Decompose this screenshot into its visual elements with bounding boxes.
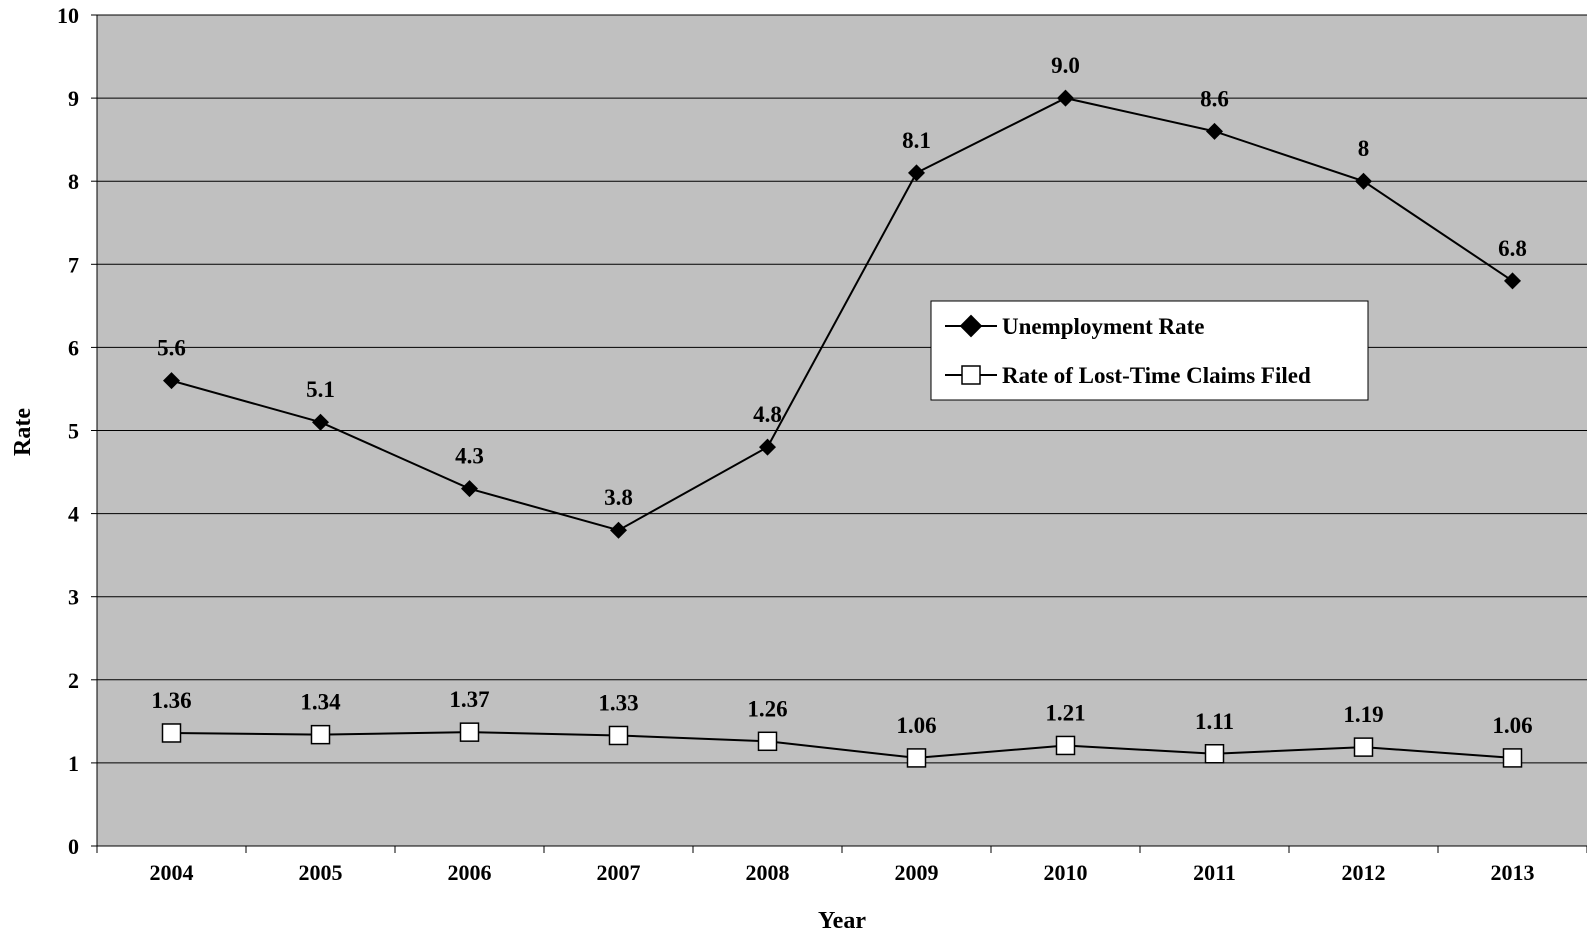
data-label: 1.36: [151, 688, 191, 713]
diamond-marker: [759, 438, 776, 456]
series-line-0: [171, 97, 1514, 532]
data-label: 8.1: [902, 128, 931, 153]
data-label: 1.26: [747, 696, 787, 721]
diamond-marker: [908, 164, 925, 182]
x-tick-label: 2006: [448, 860, 492, 885]
y-tick-label: 9: [68, 86, 79, 111]
x-tick-label: 2013: [1491, 860, 1535, 885]
legend-item-unemployment-rate: Unemployment Rate: [945, 314, 1205, 339]
series-line-1: [171, 731, 1513, 759]
x-tick-label: 2007: [597, 860, 641, 885]
square-marker: [1204, 744, 1225, 764]
square-marker: [1502, 748, 1523, 768]
y-tick-label: 6: [68, 335, 79, 360]
legend-label-unemployment: Unemployment Rate: [1002, 314, 1205, 339]
data-label: 9.0: [1051, 53, 1080, 78]
gridlines: [97, 14, 1587, 764]
diamond-marker: [1057, 89, 1074, 107]
square-marker: [161, 723, 182, 743]
x-tick-label: 2008: [746, 860, 790, 885]
square-marker: [757, 731, 778, 752]
x-tick-label: 2011: [1193, 860, 1236, 885]
square-marker: [310, 724, 331, 745]
y-tick-label: 0: [68, 834, 79, 859]
diamond-marker: [610, 521, 627, 539]
series-layer: [161, 89, 1523, 768]
legend-item-lost-time-claims: Rate of Lost-Time Claims Filed: [945, 363, 1311, 388]
data-label: 1.06: [1492, 713, 1532, 738]
x-tick-label: 2009: [895, 860, 939, 885]
x-tick-label: 2010: [1044, 860, 1088, 885]
x-tick-label: 2005: [299, 860, 343, 885]
data-label: 8: [1358, 136, 1370, 161]
square-marker: [1055, 735, 1076, 756]
data-label: 1.11: [1195, 709, 1234, 734]
y-tick-label: 5: [68, 419, 79, 444]
data-label: 1.33: [598, 690, 638, 715]
y-axis-title: Rate: [10, 408, 36, 456]
legend-label-claims: Rate of Lost-Time Claims Filed: [1002, 363, 1311, 388]
diamond-marker: [461, 480, 478, 498]
x-tick-label: 2004: [150, 860, 194, 885]
diamond-marker: [1355, 172, 1372, 190]
diamond-marker: [312, 413, 329, 431]
data-labels: 5.6 5.1 4.3 3.8 4.8 8.1 9.0 8.6 8 6.8 1.36 1.34 1.37…: [151, 53, 1532, 738]
y-tick-label: 10: [57, 3, 79, 28]
square-marker: [1353, 737, 1374, 757]
data-label: 4.3: [455, 444, 484, 469]
diamond-marker: [1504, 272, 1521, 290]
legend-square-marker: [961, 365, 981, 385]
data-label: 1.19: [1343, 702, 1383, 727]
square-marker: [608, 725, 629, 746]
diamond-marker: [163, 372, 180, 390]
data-label: 6.8: [1498, 236, 1527, 261]
data-label: 3.8: [604, 485, 633, 510]
y-tick-label: 7: [68, 252, 79, 277]
y-tick-label: 8: [68, 169, 79, 194]
x-axis-title: Year: [818, 908, 866, 934]
square-marker: [906, 748, 927, 768]
y-tick-label: 2: [68, 668, 79, 693]
data-label: 4.8: [753, 402, 782, 427]
data-label: 5.6: [157, 336, 186, 361]
data-label: 1.37: [449, 687, 489, 712]
data-label: 5.1: [306, 377, 335, 402]
x-tick-label: 2012: [1342, 860, 1386, 885]
diamond-marker: [1206, 122, 1223, 140]
square-marker: [459, 722, 480, 742]
data-label: 1.06: [896, 713, 936, 738]
axes: 0 1 2 3 4 5 6 7 8 9 10 2004 2005 2006 2007 2008 2009 2010…: [57, 3, 1587, 885]
y-tick-label: 3: [68, 585, 79, 610]
y-tick-label: 4: [68, 502, 79, 527]
data-label: 1.34: [300, 690, 341, 715]
legend-box: [930, 300, 1369, 401]
data-label: 8.6: [1200, 86, 1229, 111]
legend: Unemployment Rate Rate of Lost-Time Clai…: [930, 300, 1369, 401]
y-tick-label: 1: [68, 751, 79, 776]
legend-diamond-marker: [959, 314, 983, 338]
data-label: 1.21: [1045, 700, 1085, 725]
